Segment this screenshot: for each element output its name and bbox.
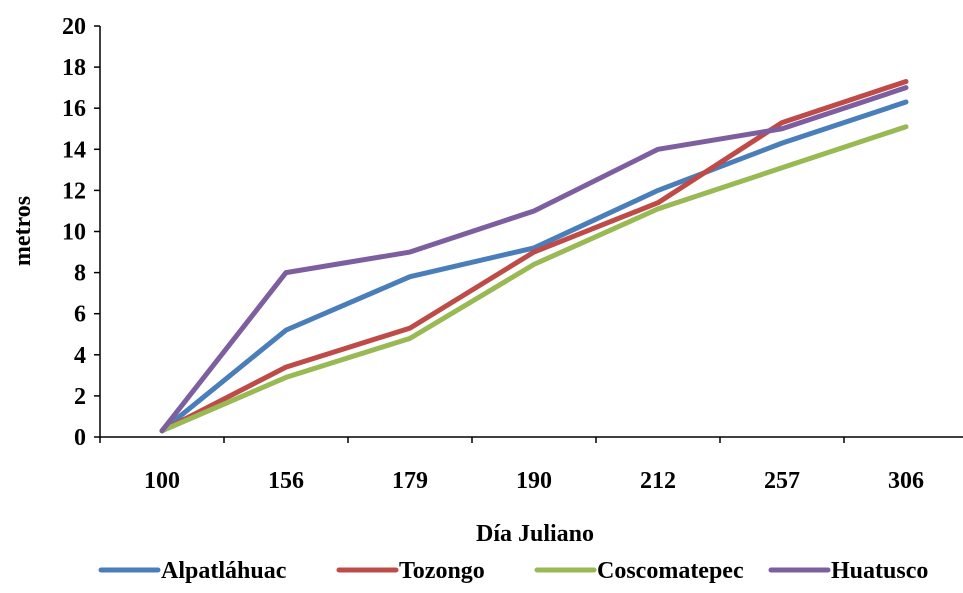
legend-label: Huatusco — [831, 558, 928, 584]
x-tick-labels: 100 156 179 190 212 257 306 — [144, 468, 924, 494]
y-tick-label: 12 — [62, 178, 86, 204]
y-tick-label: 10 — [62, 220, 86, 246]
legend-label: Coscomatepec — [597, 558, 744, 584]
y-axis-title: metros — [10, 196, 36, 266]
y-tick-label: 6 — [74, 302, 86, 328]
y-tick-label: 14 — [62, 137, 86, 163]
x-tick-label: 179 — [392, 468, 428, 494]
series-line-coscomatepec — [159, 124, 909, 434]
axes — [94, 25, 963, 443]
x-tick-label: 306 — [888, 468, 924, 494]
series-line-tozongo — [159, 78, 909, 434]
series-line-alpatl-huac — [159, 99, 909, 434]
y-tick-label: 0 — [74, 425, 86, 451]
x-tick-label: 100 — [144, 468, 180, 494]
series-lines — [159, 78, 909, 434]
x-tick-label: 257 — [764, 468, 800, 494]
series-line-huatusco — [159, 85, 909, 434]
y-tick-label: 16 — [62, 96, 86, 122]
x-tick-label: 156 — [268, 468, 304, 494]
x-tick-label: 190 — [516, 468, 552, 494]
legend-label: Alpatláhuac — [161, 558, 287, 584]
y-tick-label: 18 — [62, 55, 86, 81]
y-tick-label: 2 — [74, 384, 86, 410]
legend: Alpatláhuac Tozongo Coscomatepec Huatusco — [98, 558, 928, 584]
y-tick-label: 8 — [74, 261, 86, 287]
y-tick-labels: 0 2 4 6 8 10 12 14 16 18 20 — [62, 14, 86, 451]
y-tick-label: 20 — [62, 14, 86, 40]
y-tick-label: 4 — [74, 343, 86, 369]
legend-label: Tozongo — [399, 558, 485, 584]
x-tick-label: 212 — [640, 468, 676, 494]
x-axis-title: Día Juliano — [476, 521, 594, 547]
